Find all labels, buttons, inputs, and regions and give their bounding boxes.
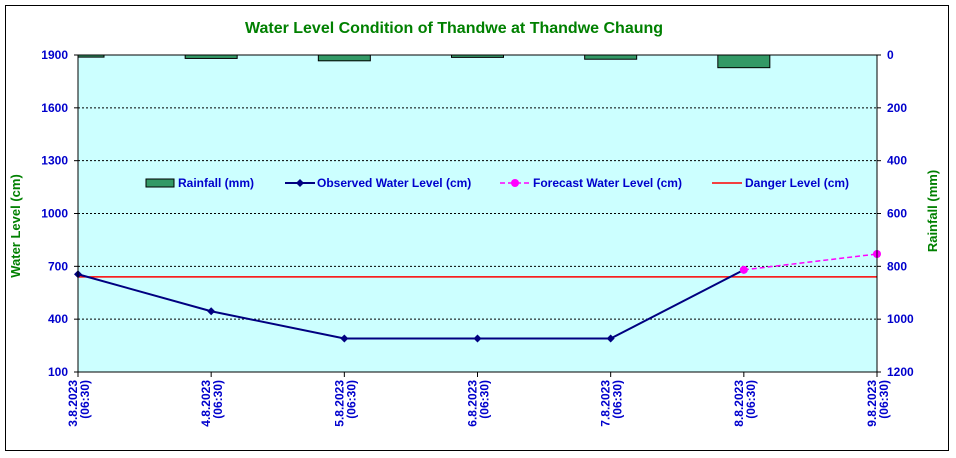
legend-danger-label: Danger Level (cm) (745, 176, 849, 190)
legend-observed-label: Observed Water Level (cm) (317, 176, 471, 190)
left-axis-tick-labels: 100 400 700 1000 1300 1600 1900 (41, 48, 68, 379)
left-tick-label: 400 (48, 312, 68, 326)
x-tick-label: 4.8.2023(06:30) (199, 380, 225, 427)
x-tick-label: 6.8.2023(06:30) (466, 380, 492, 427)
legend: Rainfall (mm) Observed Water Level (cm) Fo… (145, 176, 849, 190)
right-tick-label: 0 (887, 48, 894, 62)
x-tick-label-line: (06:30) (877, 380, 891, 419)
right-axis-tick-labels: 0 200 400 600 800 1000 1200 (887, 48, 914, 379)
right-tick-label: 200 (887, 101, 907, 115)
left-tick-label: 700 (48, 259, 68, 273)
y-axis-right-title: Rainfall (mm) (925, 170, 940, 252)
legend-rainfall-label: Rainfall (mm) (178, 176, 254, 190)
x-tick-label-line: 6.8.2023 (466, 380, 480, 427)
x-tick-label: 9.8.2023(06:30) (865, 380, 891, 427)
x-tick-label-line: (06:30) (344, 380, 358, 419)
left-tick-label: 1300 (41, 154, 68, 168)
legend-observed-marker (296, 179, 304, 187)
legend-rainfall-swatch (145, 178, 175, 188)
x-tick-label-line: (06:30) (611, 380, 625, 419)
x-tick-label-line: 9.8.2023 (865, 380, 879, 427)
x-tick-label: 5.8.2023(06:30) (332, 380, 358, 427)
x-tick-label: 7.8.2023(06:30) (599, 380, 625, 427)
x-tick-label: 3.8.2023(06:30) (66, 380, 92, 427)
x-axis-tick-labels: 3.8.2023(06:30) 4.8.2023(06:30) 5.8.2023(0… (66, 380, 891, 427)
left-tick-label: 1900 (41, 48, 68, 62)
rainfall-bar (584, 54, 638, 60)
x-tick-label-line: (06:30) (78, 380, 92, 419)
left-tick-label: 1600 (41, 101, 68, 115)
observed-point (340, 334, 349, 343)
observed-point (207, 307, 216, 316)
observed-point (473, 334, 482, 343)
x-tick-label-line: 8.8.2023 (732, 380, 746, 427)
right-tick-label: 600 (887, 207, 907, 221)
x-tick-label-line: 5.8.2023 (332, 380, 346, 427)
x-tick-label: 8.8.2023(06:30) (732, 380, 758, 427)
left-tick-label: 1000 (41, 207, 68, 221)
rainfall-bar (317, 54, 371, 62)
forecast-point (739, 265, 748, 274)
right-tick-label: 400 (887, 154, 907, 168)
right-tick-label: 800 (887, 259, 907, 273)
rainfall-bar (184, 54, 238, 59)
x-tick-label-line: 4.8.2023 (199, 380, 213, 427)
axes (74, 54, 881, 377)
legend-forecast-marker (511, 179, 519, 187)
x-tick-label-line: (06:30) (744, 380, 758, 419)
x-tick-label-line: (06:30) (478, 380, 492, 419)
plot-area (78, 55, 877, 372)
right-tick-label: 1200 (887, 365, 914, 379)
chart-title: Water Level Condition of Thandwe at Than… (245, 20, 663, 37)
right-tick-label: 1000 (887, 312, 914, 326)
plot-background (78, 55, 877, 372)
x-tick-label-line: 7.8.2023 (599, 380, 613, 427)
legend-forecast-label: Forecast Water Level (cm) (533, 176, 682, 190)
y-axis-left-title: Water Level (cm) (8, 174, 23, 278)
observed-point (606, 334, 615, 343)
forecast-line (743, 253, 878, 271)
x-tick-label-line: (06:30) (211, 380, 225, 419)
left-tick-label: 100 (48, 365, 68, 379)
observed-line (77, 268, 745, 340)
rainfall-bar (717, 54, 771, 69)
x-tick-label-line: 3.8.2023 (66, 380, 80, 427)
